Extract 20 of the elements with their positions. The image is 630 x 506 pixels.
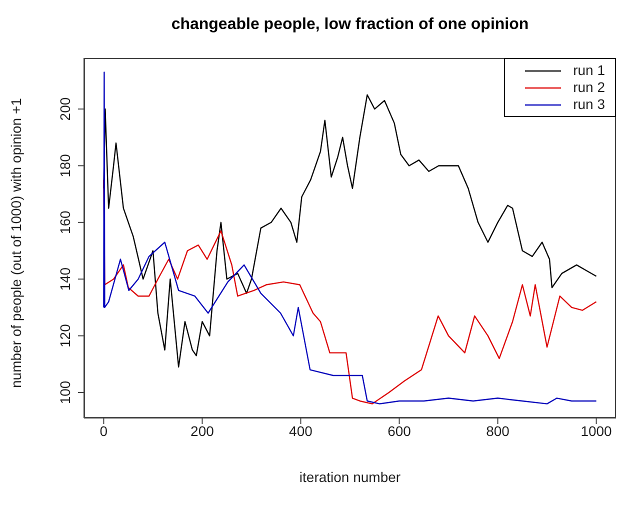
y-tick-label: 160 — [57, 210, 73, 234]
x-tick-label: 600 — [388, 422, 412, 439]
x-tick-label: 400 — [289, 422, 313, 439]
x-tick-label: 0 — [100, 422, 108, 439]
y-tick-label: 120 — [57, 324, 73, 348]
y-tick-label: 180 — [57, 154, 73, 178]
legend-label: run 1 — [573, 62, 605, 79]
x-tick-label: 800 — [486, 422, 510, 439]
chart-title: changeable people, low fraction of one opinion — [170, 16, 530, 34]
y-tick-label: 200 — [57, 97, 73, 121]
y-tick-label: 100 — [57, 380, 73, 404]
y-tick-label: 140 — [57, 267, 73, 291]
x-tick-label: 200 — [190, 422, 214, 439]
x-tick-label: 1000 — [580, 422, 612, 439]
legend-label: run 2 — [573, 79, 605, 96]
y-axis-title: number of people (out of 1000) with opinion +1 — [8, 98, 24, 388]
line-series — [103, 94, 597, 368]
legend-label: run 3 — [573, 96, 605, 113]
x-axis-title: iteration number — [299, 469, 401, 485]
line-series — [103, 179, 597, 404]
